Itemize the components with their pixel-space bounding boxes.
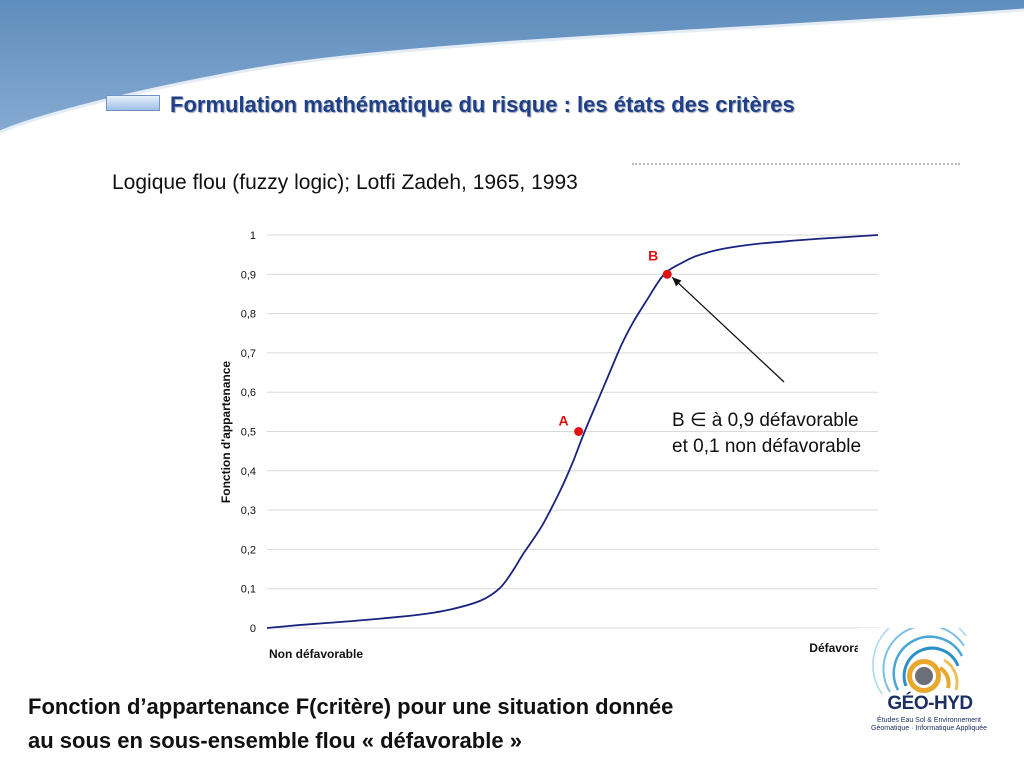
y-tick-label: 1	[250, 230, 256, 242]
y-tick-label: 0,1	[241, 584, 256, 596]
y-axis-label: Fonction d'appartenance	[219, 361, 233, 504]
logo-tagline: Études Eau Sol & Environnement Géomatiqu…	[860, 717, 998, 733]
y-tick-label: 0	[250, 623, 256, 635]
logo-tagline-line-2: Géomatique · Informatique Appliquée	[871, 725, 987, 732]
slide-subtitle: Logique flou (fuzzy logic); Lotfi Zadeh,…	[112, 171, 578, 194]
slide-title-text: Formulation mathématique du risque : les…	[170, 92, 795, 117]
membership-curve	[266, 234, 879, 629]
y-tick-label: 0,7	[241, 348, 256, 360]
slide-caption: Fonction d’appartenance F(critère) pour …	[28, 690, 868, 758]
point-b-marker	[662, 269, 672, 279]
y-tick-label: 0,6	[241, 387, 256, 399]
point-b-label: B	[648, 247, 658, 263]
annotation-arrow	[671, 276, 785, 383]
annotation-line-1: B ∈ à 0,9 défavorable	[672, 410, 859, 431]
y-tick-label: 0,3	[241, 505, 256, 517]
y-tick-label: 0,2	[241, 544, 256, 556]
title-accent-bar	[106, 95, 160, 111]
geo-hyd-logo	[858, 628, 998, 754]
y-tick-label: 0,8	[241, 309, 256, 321]
annotation-arrowhead	[672, 277, 682, 287]
slide-title: Formulation mathématique du risque : les…	[106, 92, 926, 117]
point-a-label: A	[559, 413, 569, 429]
point-a-marker	[574, 427, 584, 436]
annotation-line-2: et 0,1 non défavorable	[672, 436, 862, 457]
point-b-annotation: B ∈ à 0,9 défavorable et 0,1 non défavor…	[672, 408, 972, 460]
caption-line-1: Fonction d’appartenance F(critère) pour …	[28, 694, 674, 719]
header-band	[0, 0, 1024, 134]
dotted-divider	[632, 163, 960, 165]
logo-tagline-line-1: Études Eau Sol & Environnement	[877, 717, 981, 724]
y-tick-label: 0,4	[241, 466, 256, 478]
caption-line-2: au sous en sous-ensemble flou « défavora…	[28, 728, 522, 753]
logo-name: GÉO-HYD	[887, 693, 973, 714]
x-axis-label-left: Non défavorable	[269, 647, 363, 661]
y-tick-label: 0,9	[241, 269, 256, 281]
y-tick-label: 0,5	[241, 427, 256, 439]
